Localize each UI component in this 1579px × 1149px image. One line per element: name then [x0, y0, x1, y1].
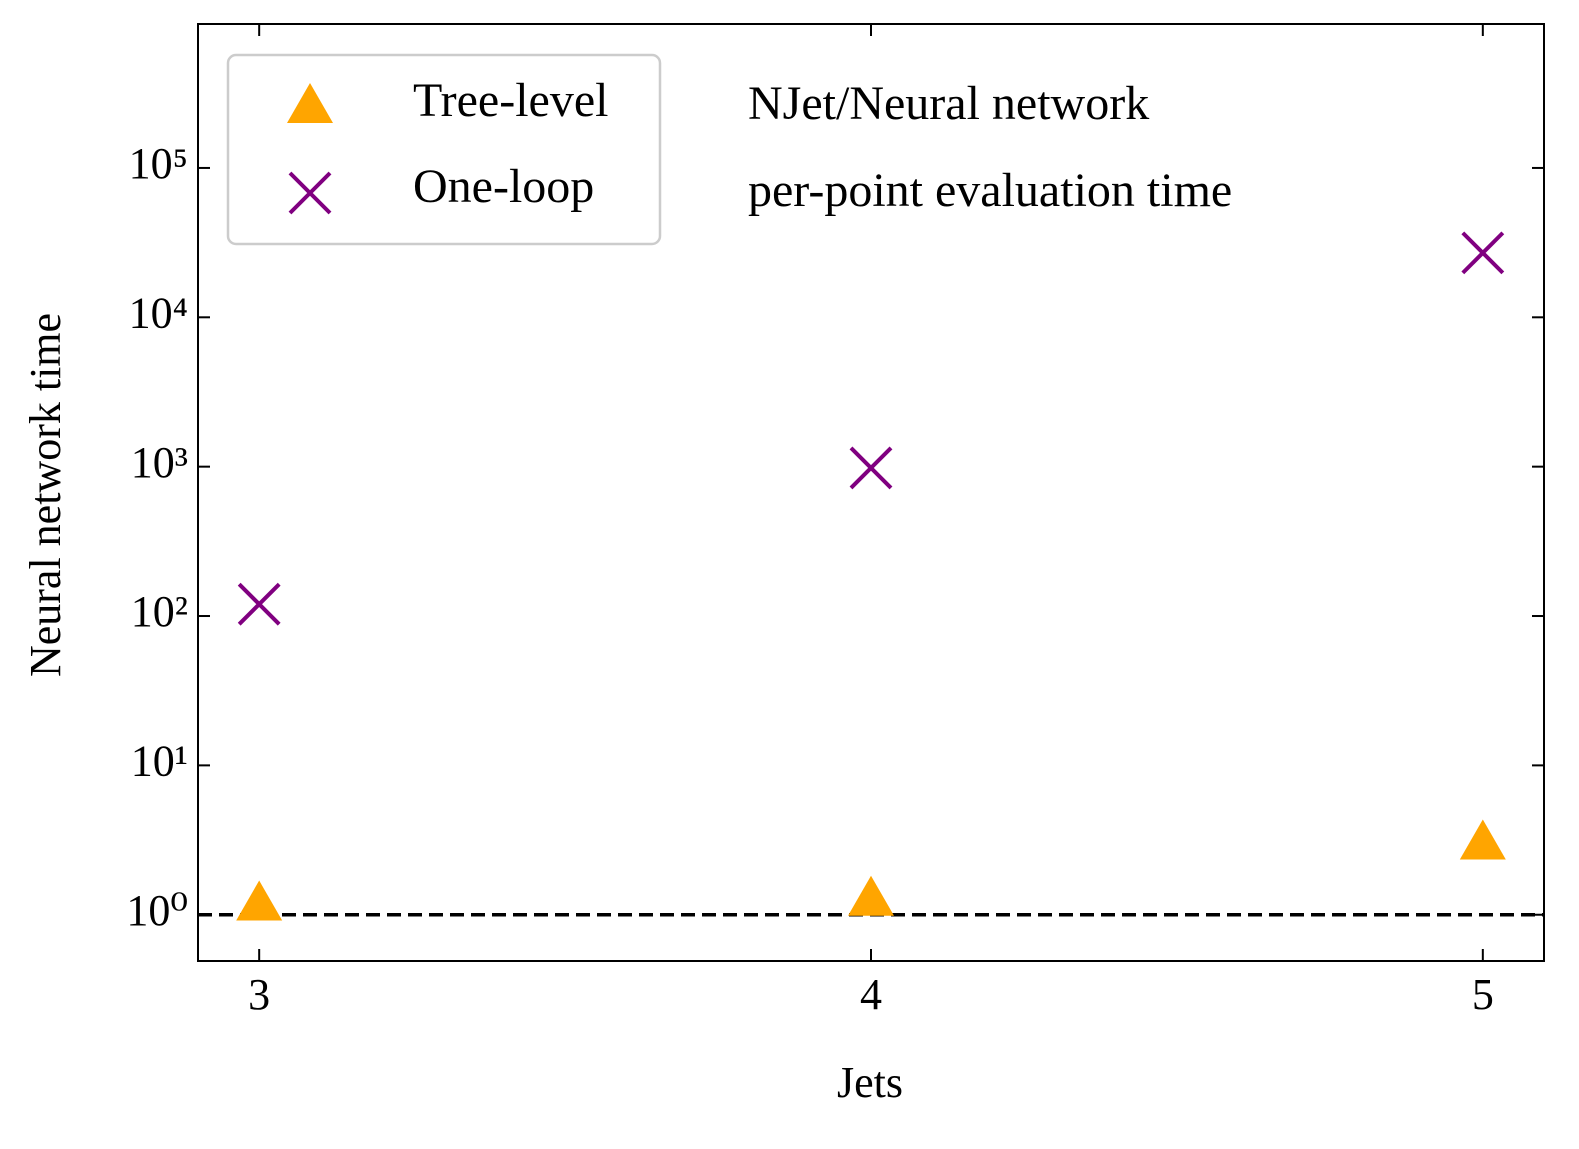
- plot-frame: [197, 23, 1545, 962]
- y-axis-label: Neural network time: [21, 313, 70, 677]
- x-tick-label: 5: [1472, 970, 1494, 1019]
- x-axis-label: Jets: [837, 1058, 903, 1107]
- x-marker: [237, 582, 281, 626]
- legend-label: One-loop: [413, 160, 594, 213]
- y-tick-label: 10⁰: [126, 886, 188, 935]
- x-tick-label: 3: [248, 970, 270, 1019]
- triangle-marker: [236, 880, 283, 921]
- y-tick-label: 10³: [131, 438, 188, 487]
- y-tick-label: 10¹: [131, 736, 188, 785]
- x-marker: [849, 446, 893, 490]
- legend-marker: [287, 83, 333, 123]
- x-tick-label: 4: [860, 970, 882, 1019]
- x-marker: [1461, 231, 1505, 275]
- legend-label: Tree-level: [413, 74, 609, 127]
- y-tick-label: 10⁴: [129, 288, 188, 337]
- triangle-marker: [848, 875, 894, 916]
- annotation: per-point evaluation time: [748, 164, 1232, 217]
- y-tick-label: 10²: [131, 587, 188, 636]
- triangle-marker: [1459, 819, 1506, 860]
- legend-marker: [288, 171, 332, 215]
- annotation: NJet/Neural network: [748, 77, 1149, 130]
- y-tick-label: 10⁵: [129, 139, 188, 188]
- legend-box: [226, 53, 662, 246]
